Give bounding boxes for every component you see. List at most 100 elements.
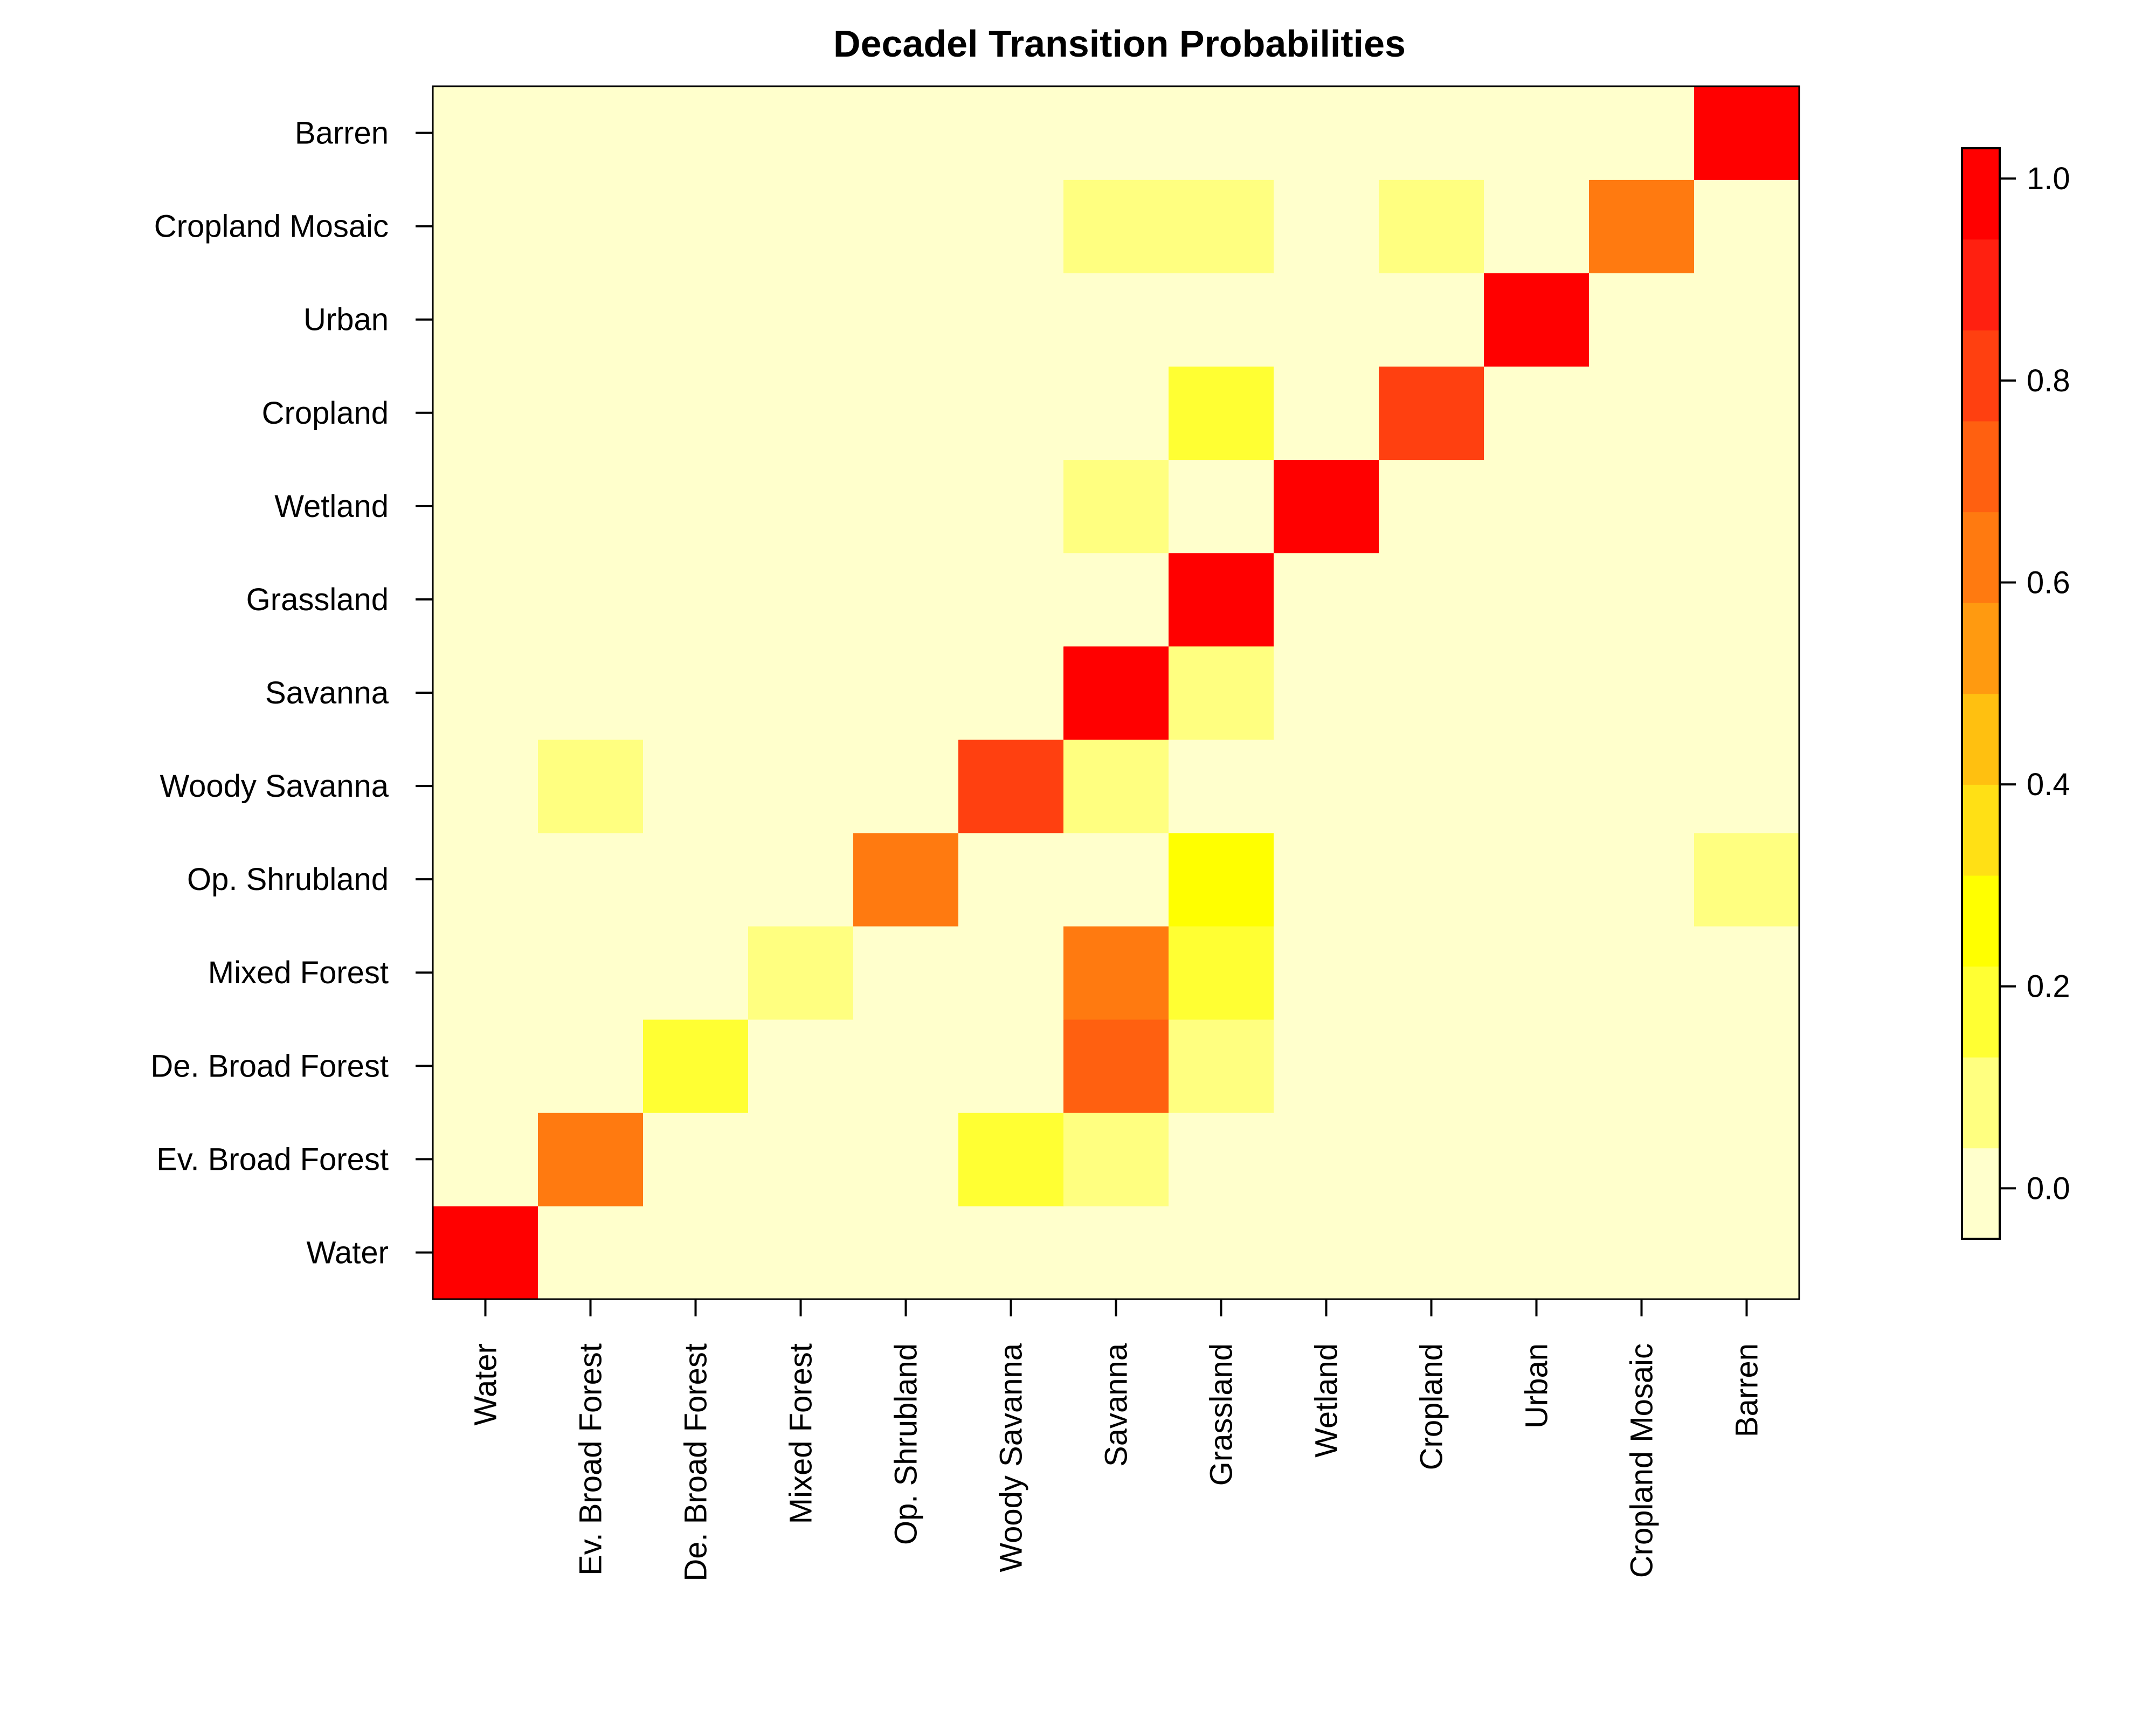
x-tick-label: Cropland [1414, 1343, 1449, 1470]
heatmap-cell [1484, 553, 1590, 647]
heatmap-cell [1274, 739, 1379, 833]
heatmap-cell [538, 1019, 644, 1113]
heatmap-cell [853, 1112, 959, 1206]
heatmap-cell [1169, 646, 1274, 740]
heatmap-cell [1589, 459, 1695, 554]
heatmap-cell [1379, 366, 1484, 460]
colorbar-bin [1962, 420, 2000, 513]
heatmap-cell [1694, 366, 1800, 460]
heatmap-cell [538, 459, 644, 554]
y-tick-label: Op. Shrubland [187, 862, 389, 897]
heatmap-cell [1484, 366, 1590, 460]
y-axis: Water Ev. Broad Forest De. Broad Forest Mix… [150, 116, 433, 1270]
heatmap-cell [1274, 553, 1379, 647]
heatmap-cell [1589, 739, 1695, 833]
heatmap-cell [538, 832, 644, 927]
heatmap-cell [643, 1205, 749, 1300]
heatmap-cell [1063, 366, 1169, 460]
colorbar-bin [1962, 512, 2000, 603]
heatmap-cell [538, 366, 644, 460]
heatmap-cell [748, 273, 854, 367]
heatmap-cell [1589, 1112, 1695, 1206]
heatmap-cell [538, 646, 644, 740]
heatmap-cell [643, 646, 749, 740]
heatmap-cell [1484, 273, 1590, 367]
heatmap-cell [958, 1205, 1064, 1300]
heatmap-cell [433, 553, 538, 647]
colorbar-tick-label: 0.2 [2027, 969, 2070, 1004]
heatmap-cell [1274, 86, 1379, 180]
heatmap-cell [1063, 1112, 1169, 1206]
y-tick-label: Grassland [246, 582, 389, 617]
heatmap-cell [1694, 1112, 1800, 1206]
heatmap-cell [433, 646, 538, 740]
heatmap-cell [643, 832, 749, 927]
x-tick-label: Urban [1519, 1343, 1554, 1429]
heatmap-cell [853, 273, 959, 367]
heatmap-cell [1379, 553, 1484, 647]
heatmap-cell [643, 1112, 749, 1206]
heatmap-cell [853, 366, 959, 460]
heatmap-cell [1063, 926, 1169, 1020]
heatmap-cell [1484, 832, 1590, 927]
x-tick-label: Ev. Broad Forest [573, 1343, 609, 1576]
x-tick-label: Savanna [1099, 1343, 1134, 1467]
colorbar-bin [1962, 330, 2000, 422]
y-tick-label: Wetland [274, 489, 389, 524]
heatmap-cell [1379, 926, 1484, 1020]
heatmap-cell [538, 273, 644, 367]
x-tick-label: Op. Shrubland [889, 1343, 924, 1545]
heatmap-cell [958, 739, 1064, 833]
heatmap-cell [1169, 459, 1274, 554]
heatmap-cell [1694, 1019, 1800, 1113]
heatmap-cell [1694, 926, 1800, 1020]
heatmap-cell [853, 646, 959, 740]
heatmap-cell [853, 739, 959, 833]
heatmap-cell [538, 86, 644, 180]
heatmap-cell [1274, 832, 1379, 927]
y-tick-label: Woody Savanna [160, 769, 389, 804]
heatmap-cell [643, 459, 749, 554]
heatmap-cell [1589, 86, 1695, 180]
heatmap-cell [1484, 1205, 1590, 1300]
heatmap-cell [748, 646, 854, 740]
colorbar-tick-label: 0.0 [2027, 1171, 2070, 1206]
heatmap-cell [643, 273, 749, 367]
heatmap-cell [433, 180, 538, 273]
heatmap-cell [1274, 366, 1379, 460]
heatmap-cell [538, 180, 644, 273]
colorbar-bin [1962, 602, 2000, 694]
heatmap-cell [1169, 739, 1274, 833]
x-tick-label: De. Broad Forest [679, 1343, 714, 1582]
heatmap-cell [958, 86, 1064, 180]
colorbar-tick-label: 0.8 [2027, 363, 2070, 398]
heatmap-cell [1589, 366, 1695, 460]
colorbar-bin [1962, 1148, 2000, 1239]
heatmap-cell [1379, 832, 1484, 927]
y-tick-label: Ev. Broad Forest [156, 1142, 389, 1177]
heatmap-cell [1589, 646, 1695, 740]
heatmap-cell [958, 366, 1064, 460]
colorbar-bin [1962, 239, 2000, 330]
heatmap-cell [958, 273, 1064, 367]
x-tick-label: Wetland [1309, 1343, 1344, 1458]
x-tick-label: Woody Savanna [994, 1343, 1029, 1572]
x-tick-label: Cropland Mosaic [1625, 1343, 1660, 1578]
y-tick-label: De. Broad Forest [150, 1048, 389, 1084]
heatmap-cell [1063, 553, 1169, 647]
heatmap-cell [643, 86, 749, 180]
heatmap-cell [1379, 180, 1484, 273]
heatmap-cell [538, 553, 644, 647]
heatmap-cell [1169, 366, 1274, 460]
heatmap-cell [1484, 86, 1590, 180]
heatmap-cell [1274, 926, 1379, 1020]
y-tick-label: Mixed Forest [208, 955, 389, 990]
heatmap-cell [1694, 739, 1800, 833]
heatmap-cell [1379, 273, 1484, 367]
heatmap-cell [1589, 1205, 1695, 1300]
heatmap-cell [748, 1019, 854, 1113]
heatmap-cell [958, 553, 1064, 647]
heatmap-cell [1274, 1205, 1379, 1300]
heatmap-cell [538, 926, 644, 1020]
y-tick-label: Cropland [262, 396, 389, 431]
